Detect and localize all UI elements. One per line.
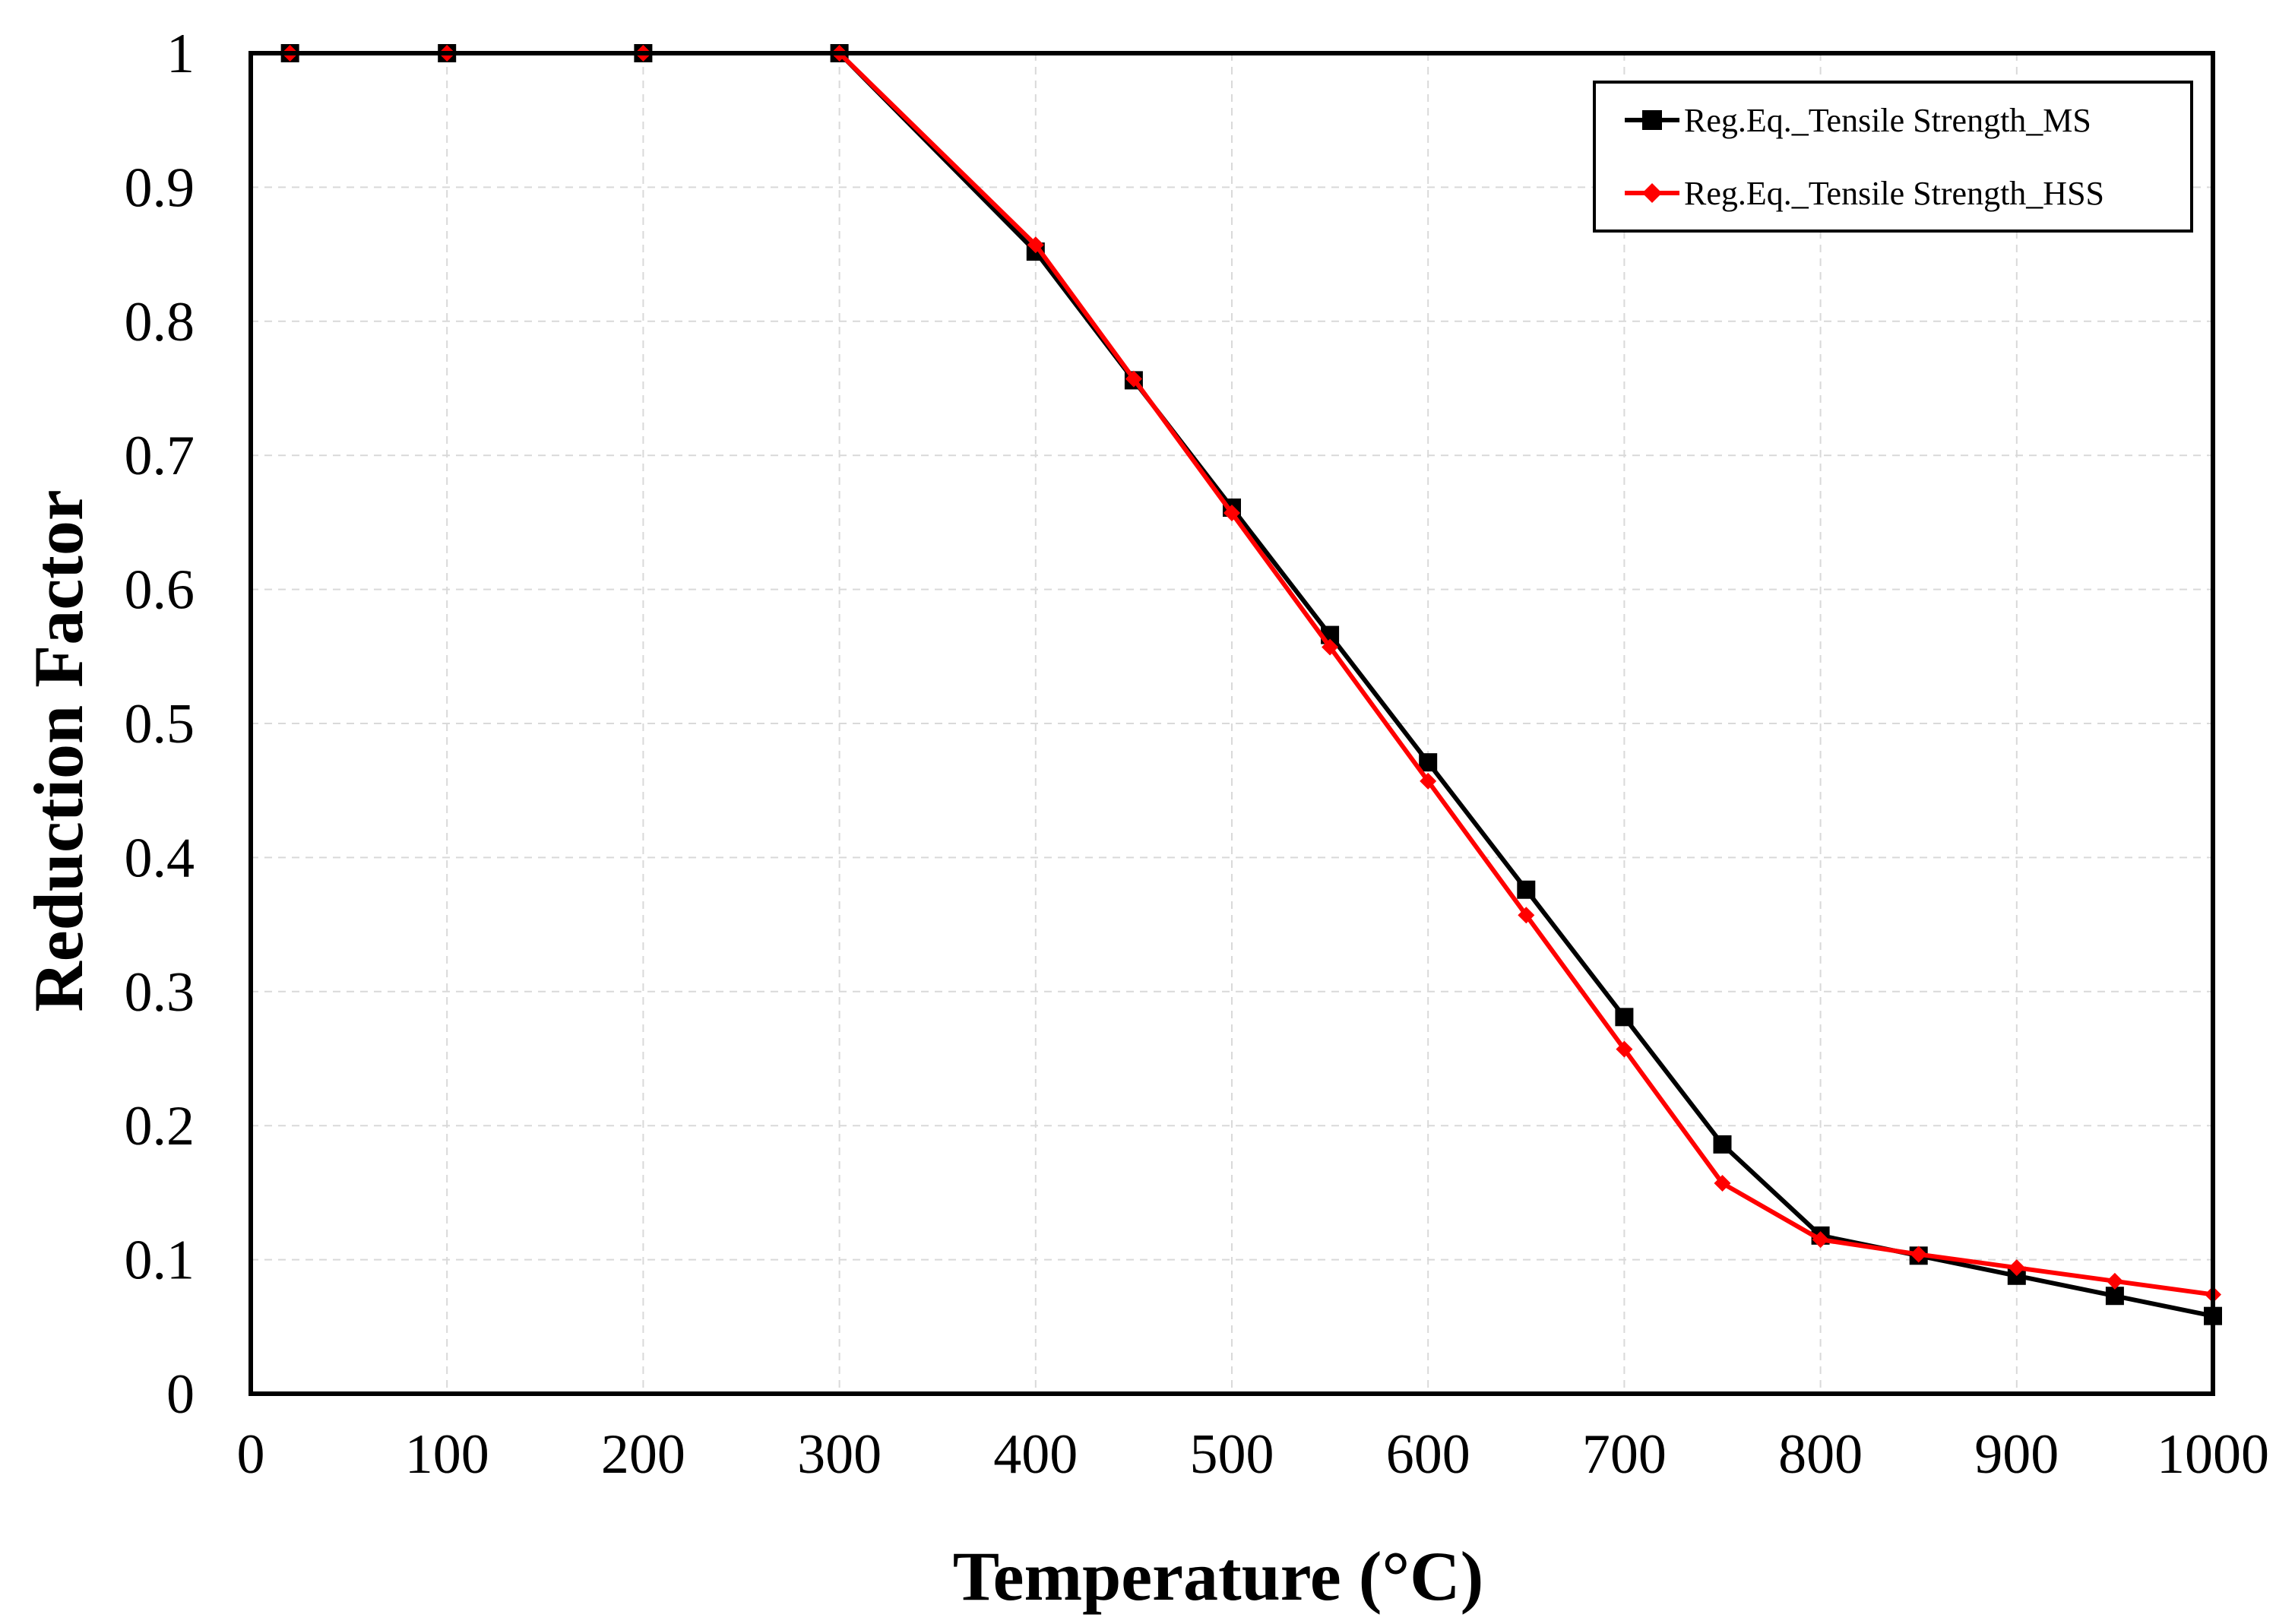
data-point-hss (1518, 907, 1535, 924)
x-tick-label: 800 (1778, 1423, 1863, 1486)
y-tick-label: 0.3 (125, 961, 195, 1024)
x-tick-label: 500 (1190, 1423, 1274, 1486)
x-tick-label: 300 (797, 1423, 882, 1486)
y-axis-title: Reduction Factor (20, 489, 97, 1011)
legend-hss-marker (1642, 183, 1662, 203)
y-tick-label: 1 (166, 23, 195, 85)
y-tick-label: 0.9 (125, 157, 195, 219)
x-tick-label: 100 (405, 1423, 489, 1486)
data-point-ms (1517, 880, 1536, 899)
x-tick-label: 900 (1974, 1423, 2059, 1486)
x-tick-label: 1000 (2157, 1423, 2269, 1486)
legend-ms-marker (1642, 110, 1662, 130)
x-tick-label: 700 (1582, 1423, 1667, 1486)
axis-tick-labels: 0 100 200 300 400 500 600 700 800 900 1000 0 0.1 0.2 0… (125, 23, 2270, 1486)
y-tick-label: 0.2 (125, 1095, 195, 1157)
data-point-hss (1616, 1040, 1633, 1058)
data-point-hss (1714, 1175, 1731, 1192)
y-tick-label: 0.7 (125, 425, 195, 487)
plot-area-border (248, 51, 2215, 1396)
y-tick-label: 0.5 (125, 693, 195, 755)
y-tick-label: 0.1 (125, 1230, 195, 1292)
data-point-hss (1322, 638, 1339, 656)
data-point-ms (1615, 1008, 1634, 1027)
x-tick-label: 400 (993, 1423, 1078, 1486)
grid-lines (251, 53, 2213, 1394)
y-tick-label: 0.8 (125, 291, 195, 353)
data-point-ms (1419, 753, 1438, 772)
data-point-ms (1713, 1135, 1732, 1154)
data-point-hss (1125, 370, 1142, 388)
data-point-hss (2008, 1259, 2025, 1277)
data-point-hss (1027, 236, 1044, 254)
legend: Reg.Eq._Tensile Strength_MS Reg.Eq._Tens… (1593, 81, 2193, 233)
legend-ms-label: Reg.Eq._Tensile Strength_MS (1684, 102, 2091, 139)
series-line-hss (290, 51, 2214, 1297)
x-axis-title: Temperature (°C) (953, 1537, 1484, 1615)
x-tick-label: 200 (601, 1423, 685, 1486)
data-point-hss (1910, 1246, 1927, 1263)
legend-box (1593, 81, 2193, 233)
data-point-ms (2105, 1287, 2124, 1306)
x-tick-label: 0 (237, 1423, 265, 1486)
data-point-hss (2106, 1272, 2123, 1290)
y-tick-label: 0 (166, 1363, 195, 1426)
data-point-hss (1223, 505, 1240, 522)
y-tick-label: 0.6 (125, 559, 195, 622)
series-line-ms (290, 51, 2214, 1319)
data-point-hss (1812, 1231, 1829, 1249)
data-point-hss (1420, 772, 1437, 790)
series-layer (280, 44, 2222, 1325)
legend-hss-label: Reg.Eq._Tensile Strength_HSS (1684, 175, 2104, 212)
x-tick-label: 600 (1386, 1423, 1470, 1486)
y-tick-label: 0.4 (125, 827, 195, 889)
